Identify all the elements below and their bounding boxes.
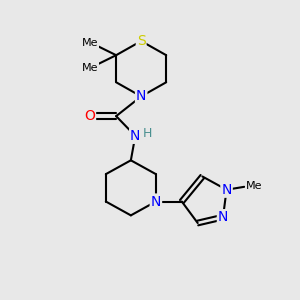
Text: N: N xyxy=(130,129,140,143)
Text: N: N xyxy=(218,210,228,224)
Text: N: N xyxy=(151,194,161,208)
Text: O: O xyxy=(84,109,95,123)
Text: H: H xyxy=(143,127,152,140)
Text: Me: Me xyxy=(82,63,98,73)
Text: N: N xyxy=(221,183,232,197)
Text: Me: Me xyxy=(82,38,98,48)
Text: S: S xyxy=(137,34,146,48)
Text: Me: Me xyxy=(245,181,262,191)
Text: N: N xyxy=(136,89,146,103)
